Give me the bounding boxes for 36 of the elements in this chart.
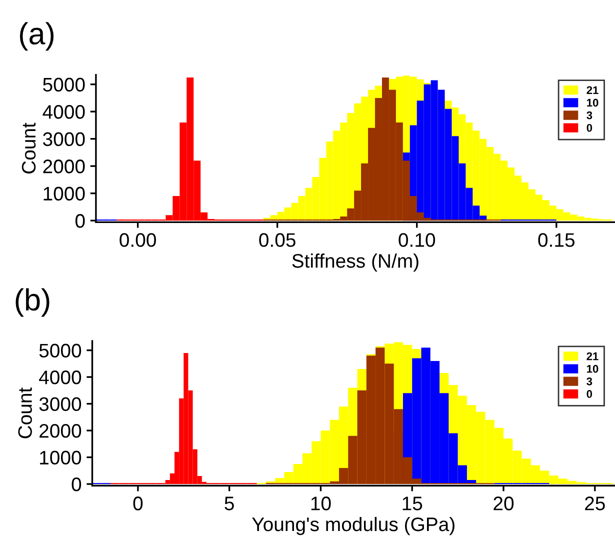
legend-label: 0 — [586, 390, 592, 398]
y-tick-label: 1000 — [44, 186, 85, 201]
x-tick-label: 10 — [311, 496, 331, 510]
y-tick-label: 3000 — [39, 397, 82, 412]
x-axis-title: Stiffness (N/m) — [292, 254, 418, 272]
legend-label: 21 — [586, 86, 598, 94]
legend-label: 3 — [586, 111, 592, 120]
y-tick-label: 3000 — [43, 132, 85, 146]
y-tick-label: 4000 — [42, 105, 85, 119]
x-tick-label: 15 — [402, 496, 422, 510]
x-tick-label: 5 — [224, 496, 234, 510]
legend-label: 10 — [587, 98, 598, 107]
y-tick-label: 1000 — [40, 450, 82, 465]
chart-title: (a) — [20, 22, 54, 51]
y-axis-title: Count — [22, 122, 36, 174]
x-tick-label: 20 — [494, 496, 514, 510]
y-tick-label: 2000 — [43, 160, 85, 174]
x-tick-label: 0 — [133, 496, 143, 510]
x-tick-label: 0.15 — [538, 233, 575, 247]
y-tick-label: 0 — [72, 477, 82, 492]
x-tick-label: 25 — [585, 496, 605, 510]
x-tick-label: 0.05 — [259, 233, 296, 247]
x-axis-title: Young's modulus (GPa) — [252, 516, 454, 536]
legend-label: 3 — [586, 377, 592, 386]
y-tick-label: 4000 — [39, 370, 82, 384]
x-tick-label: 0.00 — [120, 233, 156, 247]
y-tick-label: 5000 — [43, 78, 85, 92]
legend-label: 21 — [586, 352, 598, 360]
y-tick-label: 5000 — [39, 344, 82, 358]
x-tick-label: 0.10 — [398, 233, 436, 247]
legend-label: 0 — [586, 124, 592, 132]
y-tick-label: 0 — [75, 214, 85, 228]
legend-label: 10 — [587, 364, 598, 373]
chart-title: (b) — [16, 288, 50, 317]
y-tick-label: 2000 — [40, 424, 82, 438]
y-axis-title: Count — [18, 387, 32, 438]
